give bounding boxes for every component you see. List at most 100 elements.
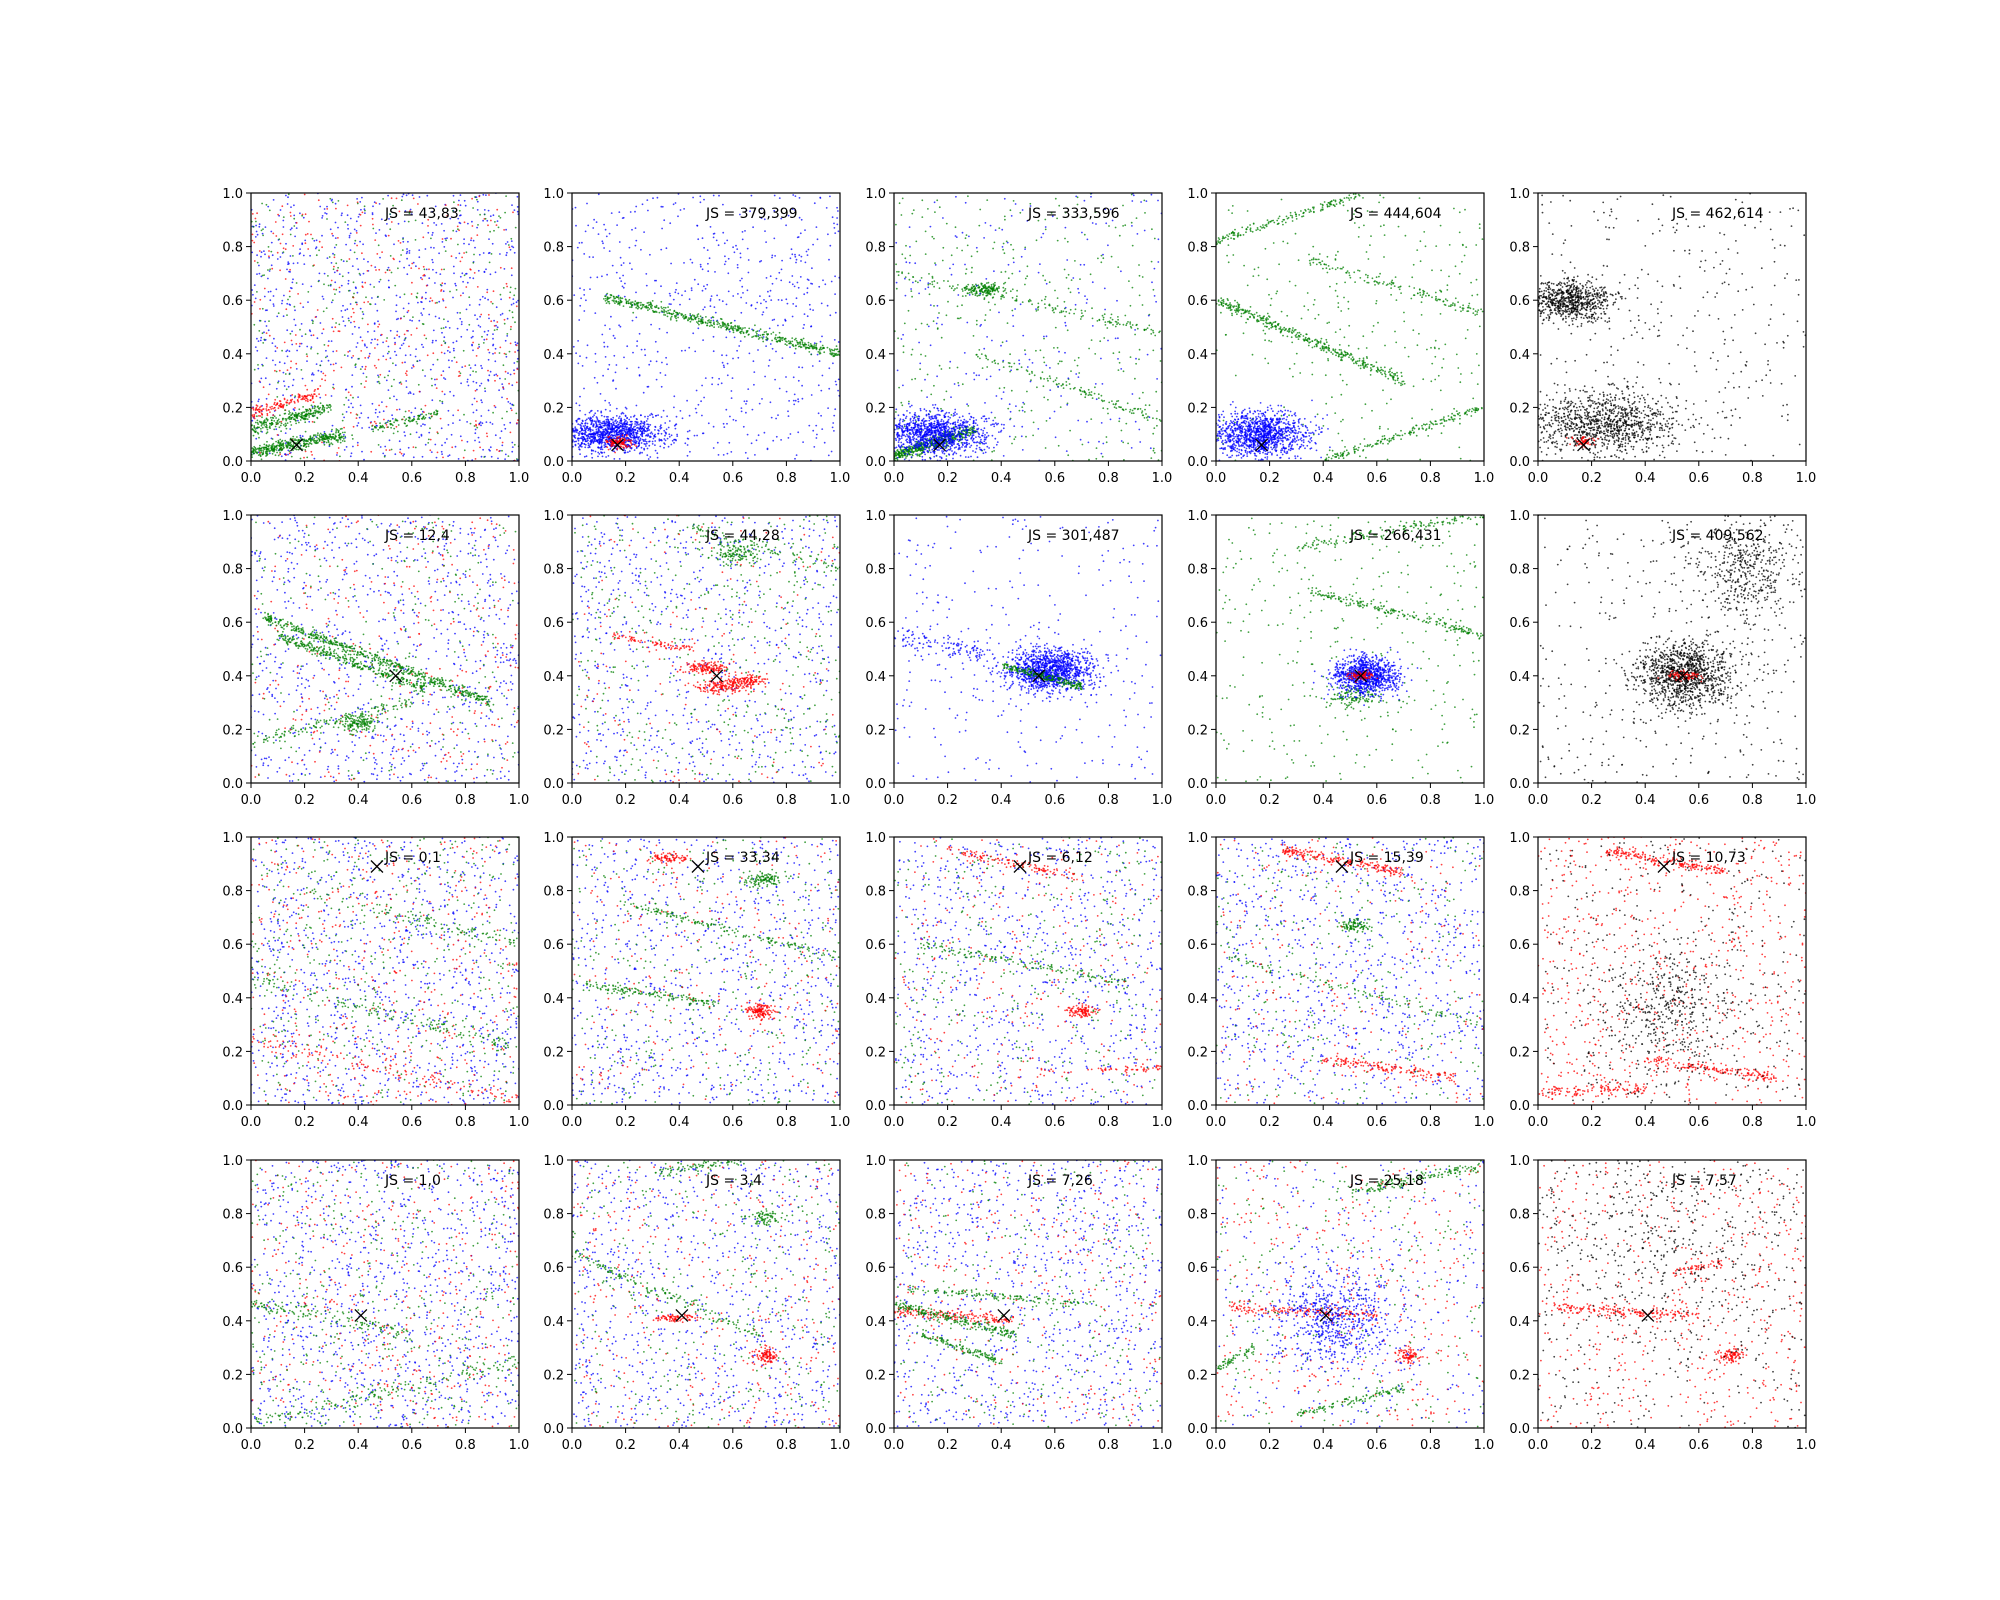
scatter-point: [484, 387, 486, 390]
scatter-point: [636, 427, 638, 429]
scatter-point: [434, 443, 437, 446]
scatter-point: [581, 432, 584, 435]
scatter-point: [378, 203, 381, 205]
scatter-point: [478, 346, 481, 348]
scatter-point: [492, 343, 495, 346]
scatter-point: [721, 354, 723, 357]
scatter-point: [252, 407, 255, 409]
scatter-point: [340, 214, 343, 217]
scatter-point: [303, 456, 305, 459]
scatter-point: [289, 428, 292, 430]
scatter-point: [499, 346, 502, 349]
scatter-point: [1095, 457, 1098, 460]
scatter-point: [301, 243, 304, 246]
scatter-point: [441, 390, 444, 393]
scatter-point: [258, 398, 260, 401]
scatter-point: [319, 413, 322, 416]
scatter-point: [476, 209, 479, 211]
scatter-point: [282, 371, 285, 374]
scatter-point: [276, 419, 279, 422]
scatter-point: [591, 429, 594, 432]
scatter-point: [759, 334, 762, 337]
scatter-point: [702, 321, 704, 324]
scatter-point: [297, 440, 299, 442]
scatter-point: [611, 430, 614, 432]
scatter-point: [283, 403, 285, 406]
scatter-point: [764, 230, 766, 233]
scatter-point: [408, 345, 410, 348]
scatter-point: [739, 331, 741, 334]
scatter-point: [483, 213, 486, 216]
scatter-point: [791, 340, 794, 343]
scatter-point: [301, 395, 304, 398]
scatter-point: [310, 443, 313, 445]
scatter-point: [269, 268, 271, 271]
scatter-point: [304, 395, 306, 397]
scatter-point: [757, 334, 760, 336]
scatter-point: [721, 361, 724, 364]
scatter-point: [471, 220, 473, 223]
scatter-point: [669, 318, 672, 321]
scatter-point: [741, 285, 744, 288]
scatter-point: [647, 209, 649, 212]
scatter-point: [794, 399, 797, 402]
scatter-point: [724, 255, 726, 258]
scatter-point: [275, 387, 278, 390]
scatter-point: [259, 454, 262, 457]
scatter-point: [430, 415, 433, 418]
scatter-point: [295, 227, 298, 230]
scatter-point: [831, 216, 834, 219]
scatter-point: [429, 417, 432, 420]
scatter-point: [379, 425, 382, 427]
scatter-point: [316, 436, 318, 439]
scatter-point: [621, 297, 624, 300]
scatter-point: [360, 350, 363, 352]
scatter-point: [392, 432, 395, 435]
scatter-point: [583, 437, 585, 440]
scatter-point: [465, 308, 468, 311]
scatter-point: [778, 387, 781, 390]
scatter-point: [791, 315, 794, 318]
scatter-point: [472, 411, 475, 414]
scatter-point: [337, 447, 340, 449]
scatter-point: [354, 301, 357, 304]
scatter-point: [356, 244, 358, 247]
scatter-point: [577, 423, 580, 426]
scatter-point: [398, 210, 401, 213]
scatter-point: [262, 228, 264, 231]
scatter-point: [284, 439, 287, 442]
scatter-point: [638, 423, 640, 426]
subplot-r0-c1: 0.0 0.2 0.4 0.6 0.8 1.00.00.20.40.60.81.0JS =…: [543, 187, 850, 486]
scatter-point: [640, 248, 642, 251]
scatter-point: [452, 229, 455, 232]
scatter-point: [762, 336, 765, 338]
scatter-point: [308, 414, 310, 416]
scatter-point: [627, 451, 629, 454]
scatter-point: [649, 360, 652, 363]
scatter-point: [483, 271, 486, 273]
scatter-point: [620, 422, 623, 425]
scatter-point: [427, 442, 430, 444]
scatter-point: [579, 355, 581, 357]
scatter-point: [766, 338, 769, 340]
scatter-point: [412, 393, 415, 395]
scatter-point: [431, 234, 434, 236]
scatter-point: [586, 427, 588, 430]
scatter-point: [676, 433, 678, 436]
scatter-point: [421, 297, 423, 300]
scatter-point: [755, 331, 757, 333]
scatter-point: [797, 379, 800, 382]
scatter-point: [272, 447, 275, 450]
scatter-point: [310, 346, 313, 348]
scatter-point: [649, 414, 651, 416]
scatter-point: [285, 419, 288, 422]
scatter-point: [390, 221, 393, 223]
scatter-point: [278, 369, 281, 372]
scatter-point: [807, 248, 810, 251]
scatter-point: [387, 266, 390, 269]
scatter-point: [352, 355, 355, 357]
scatter-point: [260, 255, 262, 258]
scatter-point: [703, 285, 705, 288]
scatter-point: [689, 313, 692, 315]
scatter-point: [622, 422, 625, 425]
